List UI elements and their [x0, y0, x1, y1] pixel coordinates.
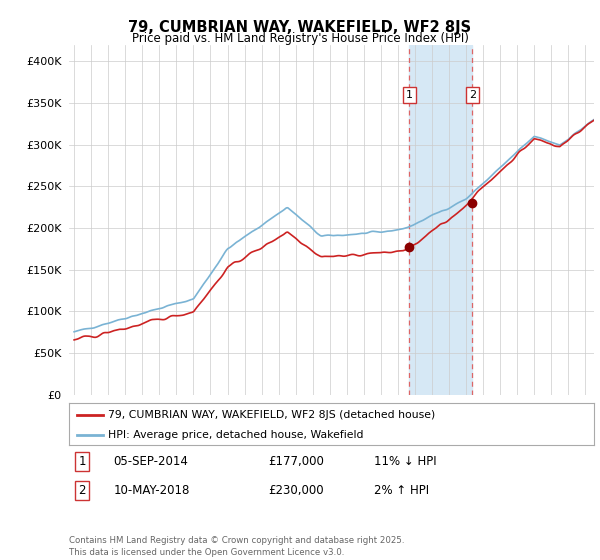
Text: Contains HM Land Registry data © Crown copyright and database right 2025.
This d: Contains HM Land Registry data © Crown c… — [69, 536, 404, 557]
Text: 79, CUMBRIAN WAY, WAKEFIELD, WF2 8JS: 79, CUMBRIAN WAY, WAKEFIELD, WF2 8JS — [128, 20, 472, 35]
Text: 1: 1 — [406, 90, 413, 100]
Text: HPI: Average price, detached house, Wakefield: HPI: Average price, detached house, Wake… — [109, 430, 364, 440]
Text: £177,000: £177,000 — [269, 455, 325, 468]
Text: 2: 2 — [469, 90, 476, 100]
Text: 1: 1 — [79, 455, 86, 468]
Text: 05-SEP-2014: 05-SEP-2014 — [113, 455, 188, 468]
Text: 2% ↑ HPI: 2% ↑ HPI — [373, 484, 428, 497]
Text: £230,000: £230,000 — [269, 484, 324, 497]
Text: Price paid vs. HM Land Registry's House Price Index (HPI): Price paid vs. HM Land Registry's House … — [131, 32, 469, 45]
Text: 2: 2 — [79, 484, 86, 497]
Bar — [409, 45, 472, 395]
Text: 79, CUMBRIAN WAY, WAKEFIELD, WF2 8JS (detached house): 79, CUMBRIAN WAY, WAKEFIELD, WF2 8JS (de… — [109, 410, 436, 420]
Text: 11% ↓ HPI: 11% ↓ HPI — [373, 455, 436, 468]
Text: 10-MAY-2018: 10-MAY-2018 — [113, 484, 190, 497]
